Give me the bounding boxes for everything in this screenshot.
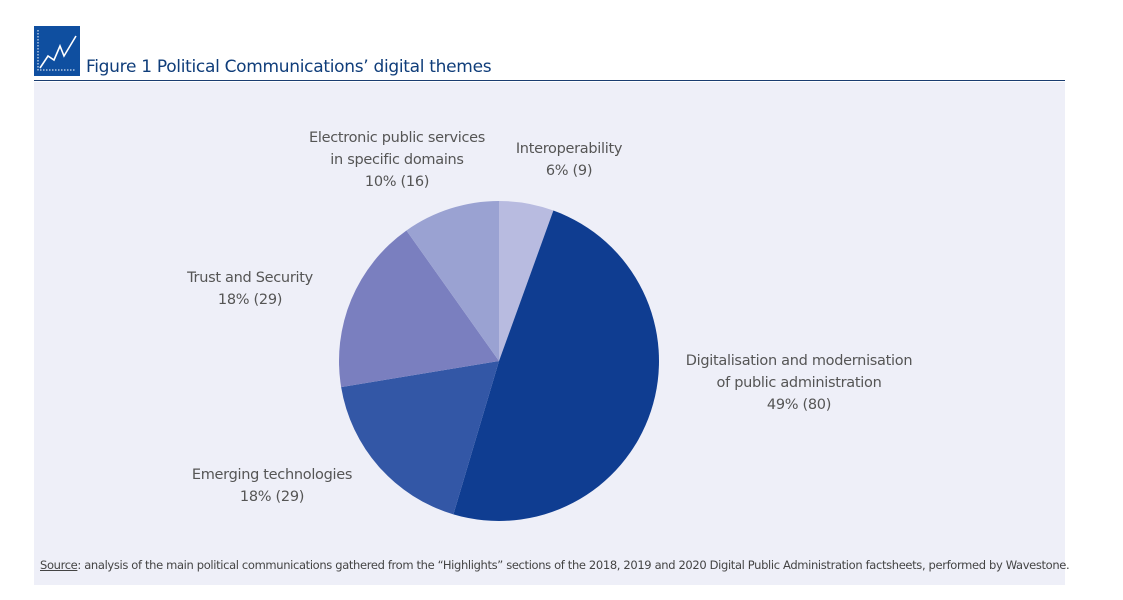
source-note: Source: analysis of the main political c… bbox=[40, 558, 1070, 572]
label-electronic-services: Electronic public services in specific do… bbox=[308, 130, 486, 190]
label-digitalisation: Digitalisation and modernisation of publi… bbox=[685, 353, 913, 413]
label-emerging-technologies: Emerging technologies 18% (29) bbox=[191, 467, 353, 505]
pie-slice-4 bbox=[406, 201, 499, 361]
line-chart-icon bbox=[34, 26, 80, 76]
pie-slice-0 bbox=[499, 201, 554, 361]
title-divider bbox=[34, 80, 1065, 81]
pie-slice-3 bbox=[339, 230, 499, 388]
pie-slice-1 bbox=[453, 210, 660, 522]
figure-title: Figure 1 Political Communications’ digit… bbox=[86, 57, 492, 77]
pie-slice-2 bbox=[341, 361, 499, 515]
label-trust-security: Trust and Security 18% (29) bbox=[187, 270, 313, 308]
label-interoperability: Interoperability 6% (9) bbox=[515, 141, 623, 179]
